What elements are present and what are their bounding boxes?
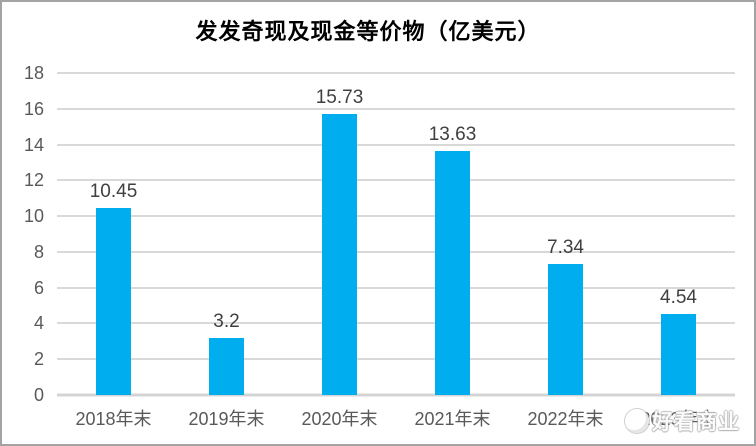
x-tick-label: 2021年末	[414, 409, 491, 429]
y-tick-label: 16	[23, 98, 44, 119]
y-tick-label: 10	[23, 206, 44, 227]
x-tick-label: 2019年末	[188, 409, 265, 429]
gridline	[57, 179, 735, 182]
gridline	[57, 358, 735, 361]
y-tick-label: 2	[33, 349, 44, 370]
watermark-text: 好看商业	[652, 411, 740, 434]
bar-slot: 13.63	[396, 73, 509, 395]
x-axis-line	[57, 393, 735, 397]
gridline	[57, 72, 735, 74]
data-label: 4.54	[660, 286, 697, 308]
gridline	[57, 107, 735, 110]
gridline	[57, 286, 735, 289]
y-tick-label: 6	[33, 277, 44, 298]
y-tick-label: 18	[23, 63, 44, 83]
watermark-logo-icon	[625, 409, 649, 433]
y-tick-label: 4	[33, 313, 44, 334]
bar	[322, 113, 357, 395]
data-label: 7.34	[547, 236, 584, 258]
x-tick-label: 2022年末	[527, 409, 604, 429]
y-tick-label: 12	[23, 170, 44, 191]
y-tick-label: 0	[33, 385, 44, 405]
bar	[661, 313, 696, 395]
bar	[96, 208, 131, 395]
x-tick-label: 2020年末	[301, 409, 378, 429]
bar	[548, 263, 583, 395]
plot-area: 0 2 4 6 8 10 12 14 16 18 10.45 3.2 15.73 13.63 7.34 4.…	[24, 64, 735, 429]
x-axis-tick-labels: 2018年末 2019年末 2020年末 2021年末 2022年末 2023年末	[57, 405, 735, 431]
gridline	[57, 322, 735, 325]
bar-slot: 10.45	[57, 73, 170, 395]
data-label: 13.63	[428, 124, 477, 146]
data-label: 10.45	[89, 181, 138, 203]
chart-title: 发发奇现及现金等价物（亿美元）	[195, 19, 541, 44]
bar	[435, 151, 470, 395]
x-tick-label: 2018年末	[75, 409, 152, 429]
x-tick-label: 2023年末	[640, 409, 717, 429]
data-label: 3.2	[213, 310, 240, 332]
gridline	[57, 143, 735, 146]
y-tick-label: 14	[23, 134, 44, 155]
bar	[209, 337, 244, 395]
data-label: 15.73	[315, 86, 364, 108]
bar-slot: 15.73	[283, 73, 396, 395]
bar-slot: 4.54	[622, 73, 735, 395]
bar-slot: 7.34	[509, 73, 622, 395]
y-tick-label: 8	[33, 241, 44, 262]
bar-series: 10.45 3.2 15.73 13.63 7.34 4.54	[57, 73, 735, 395]
gridline	[57, 250, 735, 253]
bar-slot: 3.2	[170, 73, 283, 395]
gridline	[57, 215, 735, 218]
watermark: 好看商业	[625, 406, 740, 436]
